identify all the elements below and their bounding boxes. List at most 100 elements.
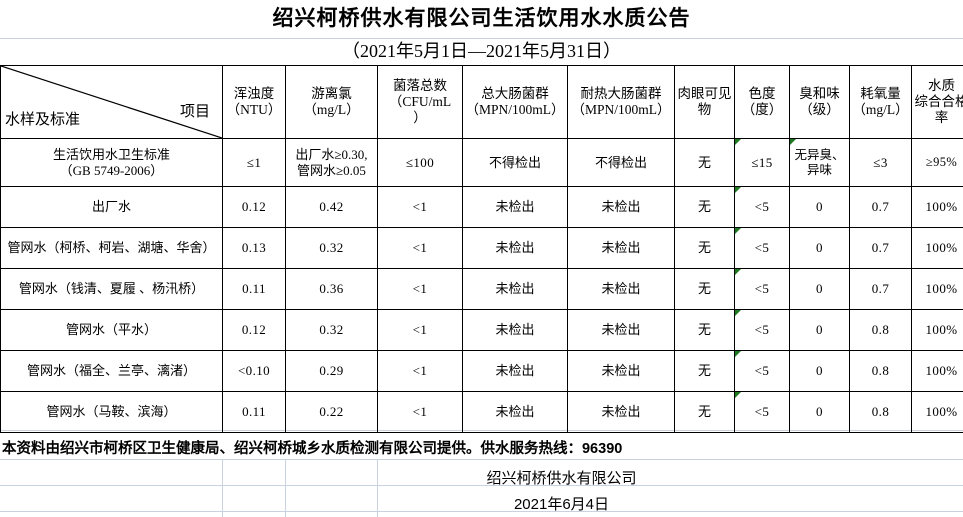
cell-turbidity: <0.10: [222, 350, 286, 392]
header-row-axis-label: 水样及标准: [5, 112, 81, 129]
cell-chroma: <5: [734, 391, 790, 433]
diagonal-divider-icon: [1, 66, 222, 138]
cell-colony-count: <1: [377, 350, 463, 392]
standard-row-name: 生活饮用水卫生标准 （GB 5749-2006）: [0, 138, 223, 187]
header-name: 菌落总数: [393, 78, 447, 94]
header-cell-free-chlorine: 游离氯 （mg/L）: [285, 65, 378, 139]
header-unit: 物: [697, 102, 712, 117]
cell-colony-count: <1: [377, 186, 463, 228]
cell-thermotolerant-coliform: 未检出: [567, 309, 675, 351]
cell-oxygen-consumption: 0.8: [849, 391, 912, 433]
page-title: 绍兴柯桥供水有限公司生活饮用水水质公告: [272, 7, 691, 30]
cell-oxygen-consumption: 0.8: [849, 309, 912, 351]
cell-chroma: <5: [734, 350, 790, 392]
cell-visible-matter: 无: [674, 268, 735, 310]
header-cell-turbidity: 浑浊度 （NTU）: [222, 65, 286, 139]
header-unit: （MPN/100mL）: [571, 102, 671, 117]
standard-name-line2: （GB 5749-2006）: [59, 162, 164, 178]
signature-company-text: 绍兴柯桥供水有限公司: [486, 470, 637, 487]
cell-visible-matter: 无: [674, 309, 735, 351]
cell-total-coliform: 未检出: [462, 227, 568, 269]
cell-free-chlorine: 0.36: [285, 268, 378, 310]
cell-oxygen-consumption: 0.7: [849, 268, 912, 310]
row-name: 管网水（柯桥、柯岩、湖塘、华舍）: [0, 227, 223, 269]
signature-company: 绍兴柯桥供水有限公司: [0, 467, 963, 488]
signature-date: 2021年6月4日: [0, 493, 963, 514]
cell-turbidity: 0.12: [222, 186, 286, 228]
row-name: 管网水（马鞍、滨海）: [0, 391, 223, 433]
cell-colony-count: <1: [377, 227, 463, 269]
title-block: 绍兴柯桥供水有限公司生活饮用水水质公告 （2021年5月1日—2021年5月31…: [0, 0, 963, 64]
row-name: 出厂水: [0, 186, 223, 228]
cell-turbidity: 0.12: [222, 309, 286, 351]
cell-total-coliform: 未检出: [462, 391, 568, 433]
cell-overall-pass-rate: 100%: [911, 186, 963, 228]
header-cell-chroma: 色度 （度）: [734, 65, 790, 139]
cell-odor-taste: 0: [789, 227, 850, 269]
header-cell-thermotolerant-coliform: 耐热大肠菌群 （MPN/100mL）: [567, 65, 675, 139]
cell-overall-pass-rate: 100%: [911, 350, 963, 392]
standard-value-chroma: ≤15: [734, 138, 790, 187]
header-name: 耗氧量: [860, 86, 901, 102]
cell-free-chlorine: 0.32: [285, 309, 378, 351]
header-corner-cell: 水样及标准 项目: [0, 65, 223, 139]
table-header-row: 水样及标准 项目 浑浊度 （NTU） 游离氯 （mg/L） 菌落总数 （CFU/…: [0, 65, 963, 139]
row-name: 管网水（福全、兰亭、漓渚）: [0, 350, 223, 392]
header-name: 臭和味: [799, 86, 840, 102]
header-name: 水质: [928, 78, 955, 94]
cell-colony-count: <1: [377, 309, 463, 351]
header-unit: （NTU）: [226, 102, 282, 117]
cell-free-chlorine: 0.29: [285, 350, 378, 392]
cell-colony-count: <1: [377, 268, 463, 310]
standard-value-odor-taste: 无异臭、 异味: [789, 138, 850, 187]
header-unit: 综合合格: [914, 94, 963, 110]
table-row: 管网水（福全、兰亭、漓渚） <0.10 0.29 <1 未检出 未检出 无 <5…: [0, 350, 963, 392]
cell-oxygen-consumption: 0.7: [849, 186, 912, 228]
standard-value-free-chlorine: 出厂水≥0.30, 管网水≥0.05: [285, 138, 378, 187]
cell-overall-pass-rate: 100%: [911, 268, 963, 310]
cell-chroma: <5: [734, 227, 790, 269]
page-subtitle: （2021年5月1日—2021年5月31日）: [342, 41, 621, 61]
cell-odor-taste: 0: [789, 309, 850, 351]
cell-oxygen-consumption: 0.8: [849, 350, 912, 392]
standard-value-oxygen-consumption: ≤3: [849, 138, 912, 187]
cell-chroma: <5: [734, 186, 790, 228]
standard-value-visible-matter: 无: [674, 138, 735, 187]
header-cell-oxygen-consumption: 耗氧量 （mg/L）: [849, 65, 912, 139]
cell-turbidity: 0.11: [222, 391, 286, 433]
header-cell-visible-matter: 肉眼可见 物: [674, 65, 735, 139]
header-name: 耐热大肠菌群: [580, 86, 662, 102]
header-unit: （CFU/mL: [388, 94, 452, 110]
row-name: 管网水（钱清、夏履 、杨汛桥）: [0, 268, 223, 310]
cell-total-coliform: 未检出: [462, 309, 568, 351]
standard-value-thermotolerant-coliform: 不得检出: [567, 138, 675, 187]
header-name: 肉眼可见: [677, 86, 732, 102]
cell-total-coliform: 未检出: [462, 186, 568, 228]
cell-turbidity: 0.13: [222, 227, 286, 269]
table-row: 管网水（柯桥、柯岩、湖塘、华舍） 0.13 0.32 <1 未检出 未检出 无 …: [0, 227, 963, 269]
standard-name-line1: 生活饮用水卫生标准: [52, 147, 170, 163]
cell-visible-matter: 无: [674, 227, 735, 269]
standard-value-total-coliform: 不得检出: [462, 138, 568, 187]
header-name: 浑浊度: [233, 86, 275, 102]
cell-thermotolerant-coliform: 未检出: [567, 186, 675, 228]
header-unit: （mg/L）: [303, 102, 360, 117]
header-unit: （mg/L）: [852, 102, 909, 117]
water-quality-table: 水样及标准 项目 浑浊度 （NTU） 游离氯 （mg/L） 菌落总数 （CFU/…: [0, 65, 963, 433]
cell-free-chlorine: 0.42: [285, 186, 378, 228]
header-name: 色度: [748, 86, 776, 102]
standard-value-colony-count: ≤100: [377, 138, 463, 187]
cell-overall-pass-rate: 100%: [911, 391, 963, 433]
cell-total-coliform: 未检出: [462, 268, 568, 310]
signature-date-text: 2021年6月4日: [513, 496, 610, 513]
cell-chroma: <5: [734, 268, 790, 310]
table-row: 管网水（马鞍、滨海） 0.11 0.22 <1 未检出 未检出 无 <5 0 0…: [0, 391, 963, 433]
cell-thermotolerant-coliform: 未检出: [567, 350, 675, 392]
cell-turbidity: 0.11: [222, 268, 286, 310]
cell-overall-pass-rate: 100%: [911, 227, 963, 269]
cell-total-coliform: 未检出: [462, 350, 568, 392]
table-row: 管网水（钱清、夏履 、杨汛桥） 0.11 0.36 <1 未检出 未检出 无 <…: [0, 268, 963, 310]
standard-value-turbidity: ≤1: [222, 138, 286, 187]
standard-value-overall-pass-rate: ≥95%: [911, 138, 963, 187]
cell-odor-taste: 0: [789, 350, 850, 392]
